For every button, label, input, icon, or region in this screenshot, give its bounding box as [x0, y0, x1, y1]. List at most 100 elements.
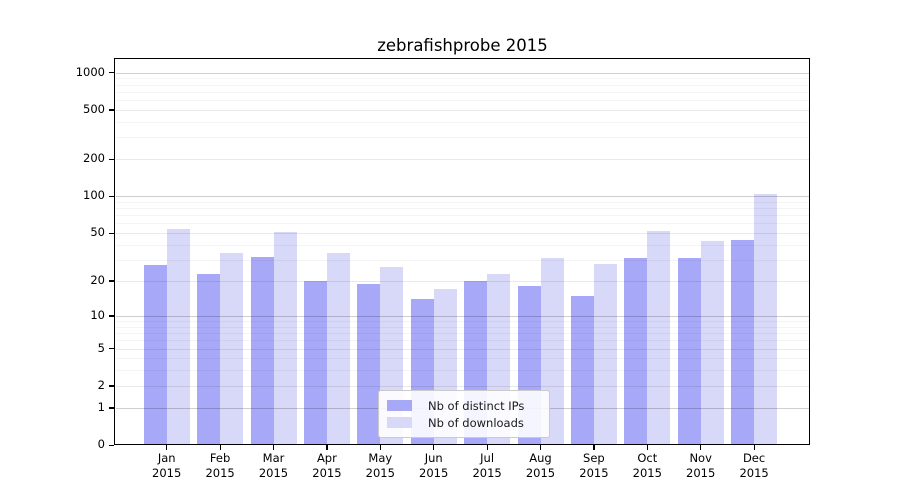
y-tick-mark [109, 280, 114, 282]
x-tick-mark [272, 445, 275, 450]
x-tick-mark [593, 445, 595, 450]
y-tick-mark [109, 232, 114, 234]
y-tick-mark [109, 444, 114, 446]
gridline [116, 215, 809, 217]
gridline [116, 121, 809, 123]
gridline [116, 259, 809, 261]
y-tick-mark [109, 71, 114, 74]
y-tick-label: 50 [90, 225, 105, 240]
gridline [116, 137, 809, 139]
x-tick-label-oct-2015: Oct 2015 [632, 451, 662, 480]
x-tick-label-sep-2015: Sep 2015 [579, 451, 609, 480]
bar-nb-of-distinct-ips-feb-2015 [197, 273, 221, 445]
gridline [116, 385, 809, 387]
axis-frame [114, 58, 810, 445]
x-tick-mark [219, 445, 221, 450]
bar-nb-of-distinct-ips-mar-2015 [250, 256, 274, 445]
x-tick-label-mar-2015: Mar 2015 [258, 451, 289, 480]
x-tick-label-may-2015: May 2015 [365, 451, 395, 480]
bar-nb-of-distinct-ips-apr-2015 [303, 280, 327, 445]
x-tick-mark [486, 445, 488, 450]
gridline [116, 348, 809, 350]
y-tick-mark [109, 109, 114, 111]
y-tick-mark [109, 315, 114, 317]
legend-label-distinct-ips: Nb of distinct IPs [428, 398, 525, 413]
x-tick-label-apr-2015: Apr 2015 [312, 451, 342, 480]
x-tick-mark [433, 445, 435, 450]
x-tick-label-nov-2015: Nov 2015 [686, 451, 716, 480]
legend-label-downloads: Nb of downloads [428, 415, 524, 430]
x-tick-mark [753, 445, 755, 450]
y-tick-mark [109, 407, 114, 409]
gridline [116, 208, 809, 210]
gridline [116, 72, 809, 74]
y-tick-label: 100 [83, 188, 105, 203]
y-tick-label: 0 [97, 437, 105, 452]
y-tick-mark [109, 158, 114, 160]
x-tick-mark [700, 445, 702, 450]
x-tick-mark [166, 445, 168, 450]
bar-nb-of-distinct-ips-jan-2015 [143, 265, 167, 445]
gridline [116, 340, 809, 342]
y-tick-label: 1000 [75, 64, 105, 79]
gridline [116, 326, 809, 328]
bar-nb-of-distinct-ips-sep-2015 [570, 295, 594, 445]
gridline [116, 201, 809, 203]
gridline [116, 315, 809, 317]
x-tick-label-feb-2015: Feb 2015 [205, 451, 235, 480]
y-tick-mark [109, 385, 114, 387]
gridline [116, 233, 809, 235]
y-tick-mark [109, 347, 114, 350]
y-tick-label: 20 [90, 272, 105, 287]
bar-nb-of-downloads-sep-2015 [593, 263, 617, 445]
y-tick-label: 2 [97, 377, 105, 392]
bar-nb-of-downloads-jan-2015 [166, 229, 190, 445]
bar-nb-of-downloads-nov-2015 [700, 241, 724, 445]
y-tick-mark [109, 195, 114, 197]
y-tick-label: 1 [97, 399, 105, 414]
y-tick-label: 200 [83, 151, 105, 166]
gridline [116, 78, 809, 80]
gridline [116, 333, 809, 335]
legend-swatch-downloads [387, 417, 412, 428]
gridline [116, 223, 809, 225]
y-tick-label: 500 [83, 101, 105, 116]
x-tick-label-dec-2015: Dec 2015 [739, 451, 769, 480]
legend: Nb of distinct IPs Nb of downloads [378, 390, 550, 438]
gridline [116, 159, 809, 161]
gridline [116, 244, 809, 246]
legend-item-distinct-ips: Nb of distinct IPs [387, 397, 541, 414]
bar-nb-of-downloads-feb-2015 [220, 253, 244, 445]
x-tick-mark [379, 445, 381, 450]
x-tick-mark [539, 445, 542, 450]
bar-nb-of-downloads-mar-2015 [273, 232, 297, 445]
bar-nb-of-distinct-ips-may-2015 [357, 283, 381, 445]
gridline [116, 91, 809, 93]
gridline [116, 370, 809, 372]
gridline [116, 196, 809, 198]
bar-nb-of-downloads-oct-2015 [647, 231, 671, 445]
bar-nb-of-downloads-dec-2015 [754, 194, 778, 445]
y-tick-label: 10 [90, 307, 105, 322]
x-tick-label-jul-2015: Jul 2015 [472, 451, 502, 480]
legend-swatch-distinct-ips [387, 400, 412, 411]
x-tick-label-aug-2015: Aug 2015 [525, 451, 556, 480]
bar-nb-of-distinct-ips-nov-2015 [677, 258, 701, 445]
bar-nb-of-distinct-ips-oct-2015 [624, 258, 648, 445]
gridline [116, 109, 809, 111]
y-tick-label: 5 [97, 340, 105, 355]
gridline [116, 358, 809, 360]
x-tick-label-jan-2015: Jan 2015 [152, 451, 182, 480]
bar-nb-of-downloads-apr-2015 [326, 253, 350, 445]
x-tick-mark [326, 445, 328, 450]
legend-item-downloads: Nb of downloads [387, 414, 541, 431]
gridline [116, 280, 809, 282]
gridline [116, 321, 809, 322]
gridline [116, 100, 809, 102]
gridline [116, 84, 809, 86]
chart-title: zebrafishprobe 2015 [377, 36, 548, 55]
x-tick-mark [646, 445, 648, 450]
bar-nb-of-distinct-ips-dec-2015 [731, 239, 755, 445]
x-tick-label-jun-2015: Jun 2015 [419, 451, 449, 480]
